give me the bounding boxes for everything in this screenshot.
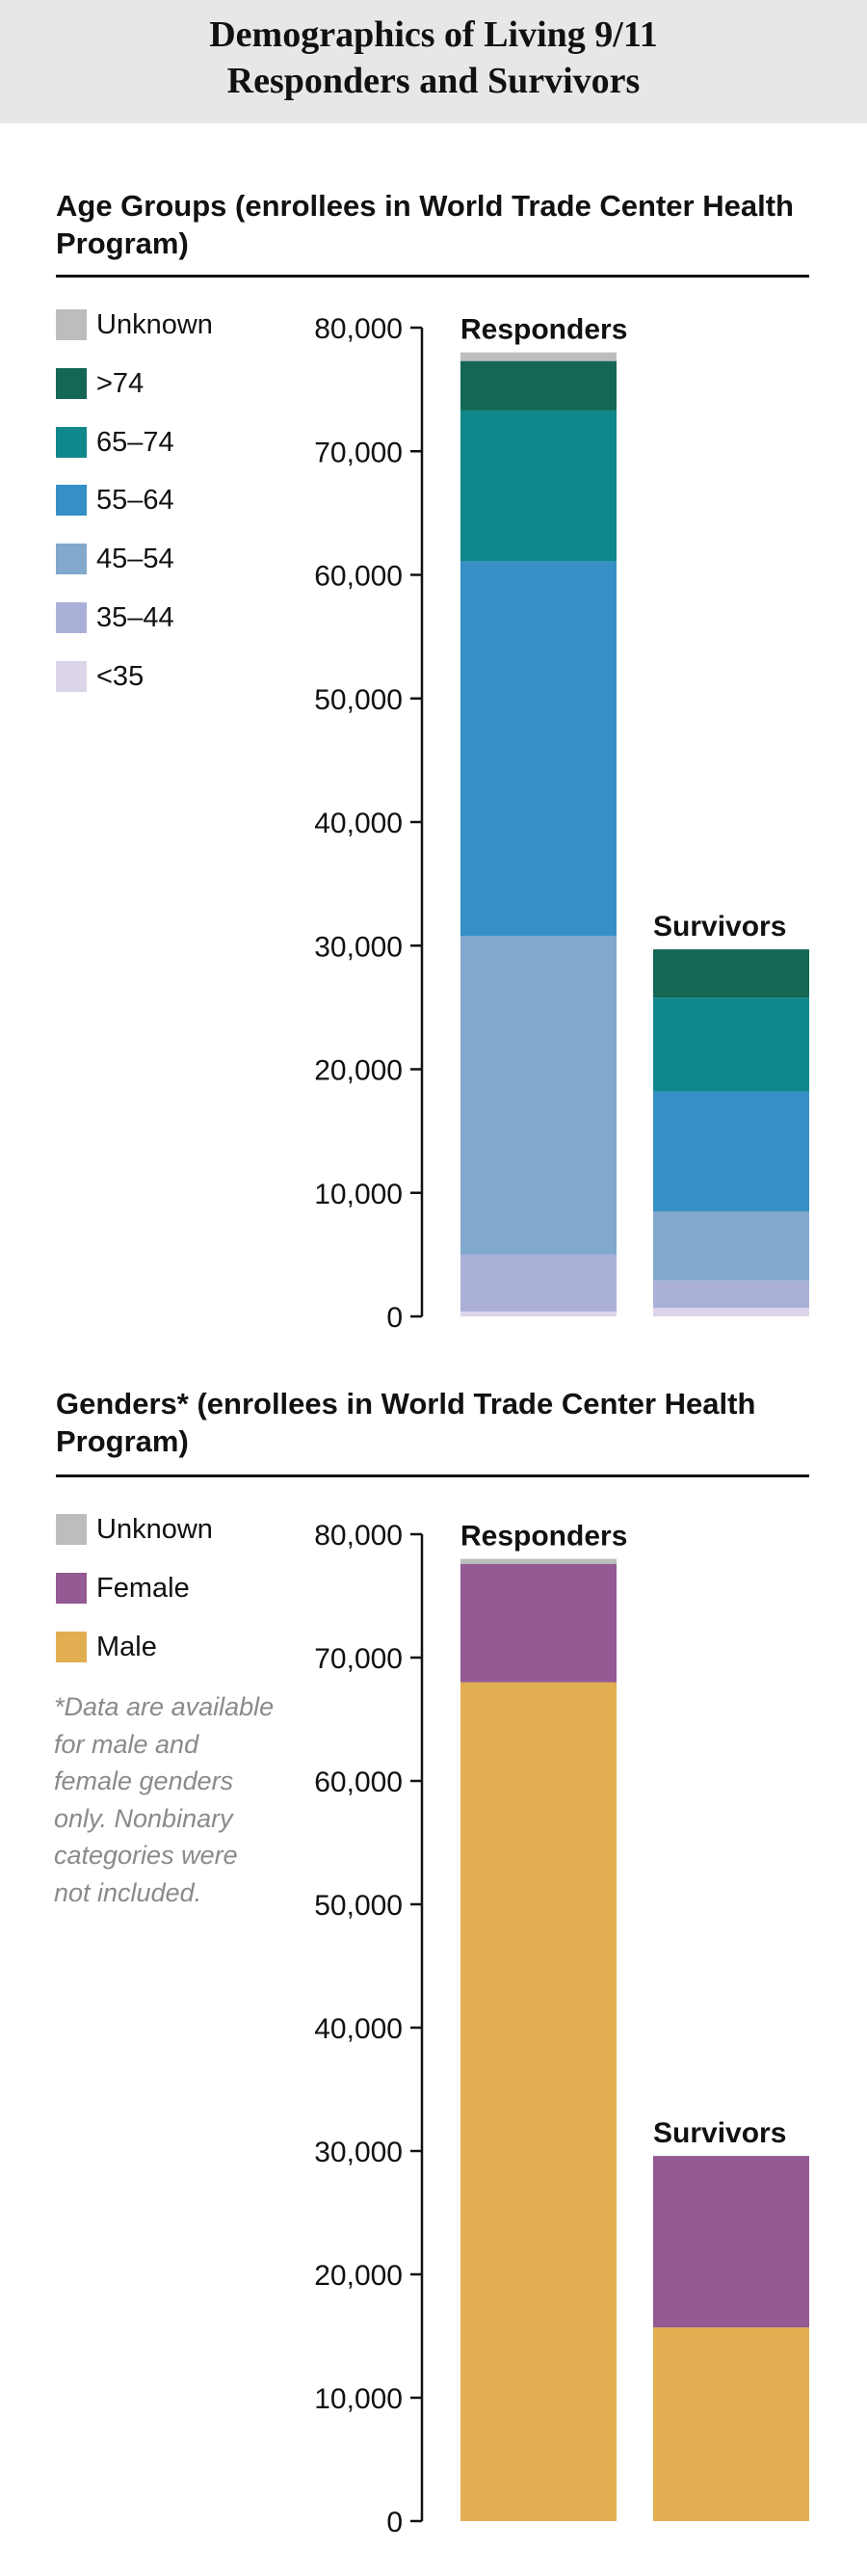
legend-swatch xyxy=(56,602,87,633)
bar-segment-survivors-55-64 xyxy=(653,1091,809,1211)
y-tick-label: 20,000 xyxy=(314,1055,403,1087)
bar-label-survivors: Survivors xyxy=(653,2117,786,2149)
gender-section-title: Genders* (enrollees in World Trade Cente… xyxy=(56,1387,756,1458)
title-line-1: Demographics of Living 9/11 xyxy=(209,14,658,55)
y-tick-label: 60,000 xyxy=(314,1766,403,1798)
y-tick-label: 40,000 xyxy=(314,808,403,839)
y-tick-label: 80,000 xyxy=(314,1520,403,1552)
y-tick-label: 50,000 xyxy=(314,684,403,716)
legend-label: Female xyxy=(96,1573,190,1604)
gender-section-divider xyxy=(56,1474,809,1477)
legend-swatch xyxy=(56,1514,87,1545)
gender-footnote: *Data are available for male and female … xyxy=(54,1692,275,1907)
legend-label: 55–64 xyxy=(96,485,174,516)
bar-segment-survivors-45-54 xyxy=(653,1210,809,1281)
genders-chart: 0 10,000 20,000 30,000 40,000 50,000 60,000 70,… xyxy=(314,1520,809,2538)
bar-segment-survivors-under-35 xyxy=(653,1308,809,1316)
bar-label-survivors: Survivors xyxy=(653,911,786,943)
bar-segment-responders-55-64 xyxy=(460,561,617,936)
title-line-2: Responders and Survivors xyxy=(226,61,641,101)
bar-segment-survivors-female xyxy=(653,2156,809,2328)
legend-label: Unknown xyxy=(96,309,213,340)
bar-segment-responders-under-35 xyxy=(460,1311,617,1316)
legend-label: >74 xyxy=(96,368,144,399)
y-tick-label: 0 xyxy=(386,2507,403,2538)
y-tick-label: 70,000 xyxy=(314,1643,403,1675)
legend-label: Male xyxy=(96,1632,157,1662)
bar-segment-responders-65-74 xyxy=(460,410,617,562)
legend-label: 65–74 xyxy=(96,427,174,458)
y-tick-label: 80,000 xyxy=(314,313,403,345)
y-tick-label: 10,000 xyxy=(314,1179,403,1210)
y-tick-label: 0 xyxy=(386,1302,403,1330)
y-tick-label: 50,000 xyxy=(314,1890,403,1922)
legend-label: 35–44 xyxy=(96,602,174,633)
bar-segment-survivors-35-44 xyxy=(653,1280,809,1309)
legend-swatch xyxy=(56,485,87,516)
y-tick-label: 30,000 xyxy=(314,2137,403,2168)
bar-segment-responders-35-44 xyxy=(460,1254,617,1312)
bar-segment-survivors-male xyxy=(653,2327,809,2521)
legend-swatch xyxy=(56,544,87,574)
age-section-divider xyxy=(56,275,809,278)
bar-segment-responders-unknown xyxy=(460,1558,617,1564)
y-tick-label: 30,000 xyxy=(314,931,403,963)
legend-swatch xyxy=(56,427,87,458)
bar-label-responders: Responders xyxy=(460,314,627,346)
y-tick-label: 60,000 xyxy=(314,561,403,593)
bar-segment-responders-45-54 xyxy=(460,935,617,1255)
age-groups-chart: 0 10,000 20,000 30,000 40,000 50,000 60,000 70,… xyxy=(314,313,809,1330)
bar-segment-responders-unknown xyxy=(460,352,617,361)
legend-label: Unknown xyxy=(96,1514,213,1545)
bar-segment-survivors-65-74 xyxy=(653,997,809,1092)
title-banner: Demographics of Living 9/11 Responders a… xyxy=(0,0,867,123)
bar-segment-responders-female xyxy=(460,1563,617,1683)
bar-segment-responders-over-74 xyxy=(460,360,617,411)
y-tick-label: 40,000 xyxy=(314,2013,403,2045)
bar-segment-survivors-over-74 xyxy=(653,949,809,998)
legend-swatch xyxy=(56,368,87,399)
y-tick-label: 20,000 xyxy=(314,2260,403,2292)
legend-swatch xyxy=(56,1632,87,1662)
legend-swatch xyxy=(56,309,87,340)
legend-swatch xyxy=(56,661,87,692)
age-section-title: Age Groups (enrollees in World Trade Cen… xyxy=(56,189,794,260)
legend-label: 45–54 xyxy=(96,544,174,574)
y-tick-label: 70,000 xyxy=(314,437,403,468)
legend-swatch xyxy=(56,1573,87,1604)
y-tick-label: 10,000 xyxy=(314,2383,403,2415)
bar-segment-responders-male xyxy=(460,1682,617,2521)
bar-label-responders: Responders xyxy=(460,1521,627,1553)
legend-label: <35 xyxy=(96,661,144,692)
